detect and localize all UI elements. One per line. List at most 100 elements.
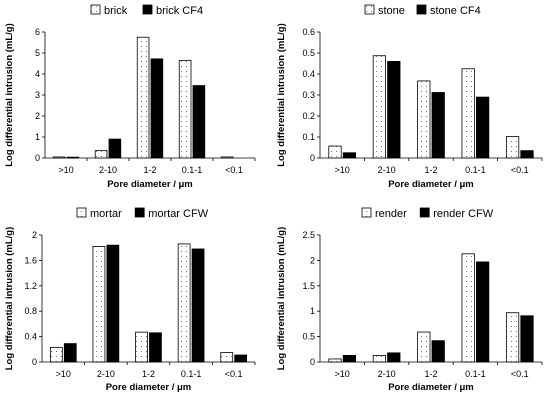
y-axis-title: Log differential intrusion (mL/g): [276, 227, 287, 371]
bar-stone-2: [417, 80, 431, 159]
bar-brick-2: [136, 36, 150, 159]
bar-brick-cf4-0: [66, 156, 80, 159]
x-tick-label: >10: [335, 369, 350, 379]
legend-swatch: [416, 4, 427, 15]
x-axis-title: Pore diameter / μm: [107, 179, 193, 190]
y-tick-label: 0.1: [302, 132, 315, 142]
bar-render-4: [505, 312, 520, 363]
x-tick-label: >10: [58, 165, 73, 175]
y-axis-title: Log differential intrusion (mL/g): [276, 23, 287, 167]
y-tick-label: 0: [35, 153, 40, 163]
y-tick-label: 0.4: [24, 332, 37, 342]
y-tick-label: 2.5: [302, 230, 315, 240]
y-tick-label: 0: [310, 153, 315, 163]
y-tick-label: 1: [35, 132, 40, 142]
y-axis-title: Log differential intrusion (mL/g): [4, 227, 15, 371]
x-tick-label: 0.1-1: [182, 165, 203, 175]
bar-render-cfw-4: [520, 315, 534, 363]
y-tick-label: 5: [35, 48, 40, 58]
bar-mortar-cfw-3: [191, 248, 205, 363]
y-tick-label: 0.2: [302, 111, 315, 121]
x-tick-label: 0.1-1: [465, 165, 486, 175]
legend-swatch: [142, 4, 153, 15]
x-tick-label: 0.1-1: [181, 369, 202, 379]
bar-brick-cf4-1: [108, 138, 122, 159]
legend-label: stone CF4: [430, 5, 481, 17]
bar-render-2: [417, 331, 431, 363]
legend-swatch: [419, 207, 430, 218]
bar-mortar-4: [220, 352, 234, 363]
y-tick-label: 0.4: [302, 69, 315, 79]
x-tick-label: 1-2: [142, 369, 155, 379]
legend-swatch: [361, 207, 372, 218]
y-tick-label: 3: [35, 90, 40, 100]
bar-mortar-cfw-1: [106, 244, 120, 363]
y-tick-label: 0.6: [302, 27, 315, 37]
x-tick-label: 0.1-1: [465, 369, 486, 379]
chart-panel-2: 0 0.1 0.2 0.3 0.4 0.5 0.6 >10 2-10 1-2 0.1-1 <0.1 Lo…: [276, 4, 543, 190]
legend-label: render CFW: [433, 208, 494, 220]
chart-panel-3: 0 0.4 0.8 1.2 1.6 2 >10 2-10 1-2 0.1-1 <0.1 Log dif…: [4, 207, 256, 393]
legend-label: mortar: [90, 208, 122, 220]
y-tick-label: 2: [32, 230, 37, 240]
x-axis-title: Pore diameter / μm: [106, 382, 192, 393]
legend-label: brick: [104, 5, 128, 17]
bar-render-cfw-0: [342, 354, 357, 363]
bar-render-cfw-3: [475, 261, 490, 363]
legend-swatch: [76, 207, 87, 218]
chart-panel-4: 0 0.5 1 1.5 2 2.5 >10 2-10 1-2 0.1-1 <0.1 Log diffe…: [276, 207, 543, 393]
bar-stone-4: [505, 136, 520, 159]
y-tick-label: 0.8: [24, 306, 37, 316]
bar-stone-cf4-4: [520, 150, 534, 159]
y-tick-label: 0: [310, 357, 315, 367]
x-tick-label: <0.1: [511, 369, 529, 379]
bar-stone-cf4-3: [475, 96, 490, 159]
legend-swatch: [90, 4, 101, 15]
y-tick-label: 0.3: [302, 90, 315, 100]
legend-label: render: [375, 208, 407, 220]
bar-brick-3: [178, 59, 192, 159]
bar-stone-cf4-2: [431, 92, 445, 159]
bar-stone-cf4-1: [387, 61, 401, 159]
legend-swatch: [364, 4, 375, 15]
y-tick-label: 2: [35, 111, 40, 121]
y-tick-label: 6: [35, 27, 40, 37]
bar-render-cfw-1: [387, 352, 401, 363]
x-tick-label: <0.1: [225, 165, 243, 175]
y-tick-label: 1: [310, 306, 315, 316]
legend-label: mortar CFW: [148, 208, 209, 220]
y-axis-title: Log differential intrusion (mL/g): [4, 23, 15, 167]
bar-mortar-2: [135, 331, 148, 363]
bar-stone-cf4-0: [342, 152, 357, 159]
bar-brick-4: [220, 156, 234, 159]
bar-mortar-1: [92, 246, 106, 363]
y-tick-label: 4: [35, 69, 40, 79]
x-axis-title: Pore diameter / μm: [388, 179, 474, 190]
bar-render-1: [372, 354, 386, 363]
y-tick-label: 0.5: [302, 332, 315, 342]
x-tick-label: >10: [56, 369, 71, 379]
bar-stone-0: [328, 145, 342, 159]
y-tick-label: 1.5: [302, 281, 315, 291]
bar-mortar-cfw-4: [234, 354, 248, 363]
bar-brick-cf4-2: [150, 58, 164, 159]
bar-brick-0: [52, 156, 66, 159]
x-tick-label: 1-2: [424, 369, 437, 379]
y-tick-label: 1.6: [24, 255, 37, 265]
bar-mortar-cfw-2: [149, 332, 162, 363]
x-tick-label: >10: [335, 165, 350, 175]
bar-render-0: [328, 358, 342, 363]
bar-stone-3: [461, 68, 475, 159]
x-axis-title: Pore diameter / μm: [388, 382, 474, 393]
x-tick-label: <0.1: [225, 369, 243, 379]
x-tick-label: 2-10: [97, 369, 115, 379]
x-tick-label: 2-10: [378, 165, 396, 175]
legend-label: brick CF4: [156, 5, 203, 17]
bar-render-cfw-2: [431, 340, 445, 363]
x-tick-label: 2-10: [378, 369, 396, 379]
bar-mortar-3: [177, 243, 191, 363]
bar-mortar-0: [49, 346, 63, 363]
bar-render-3: [461, 253, 475, 363]
legend-swatch: [134, 207, 145, 218]
